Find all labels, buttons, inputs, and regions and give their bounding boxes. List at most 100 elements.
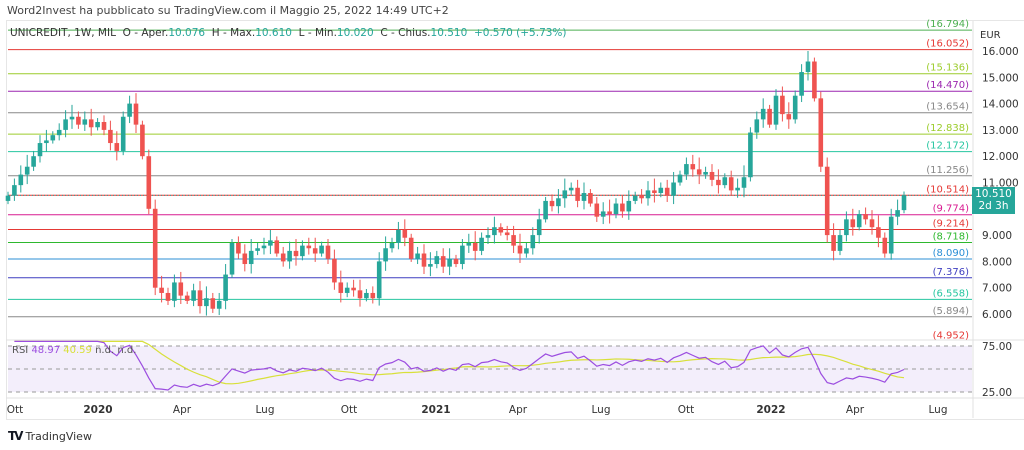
candle	[56, 123, 62, 141]
candle	[133, 93, 139, 134]
candle	[248, 239, 254, 274]
rsi-tick-label: 75.00	[982, 341, 1012, 353]
candle	[492, 216, 497, 244]
candle	[31, 150, 36, 171]
candle	[44, 129, 49, 152]
time-tick-label: 2022	[756, 404, 785, 416]
candle	[504, 225, 510, 241]
candle	[82, 111, 88, 131]
candle-body	[402, 229, 408, 238]
candle-body	[524, 248, 529, 254]
candle	[754, 111, 760, 139]
candle	[396, 221, 401, 250]
candle-body	[895, 210, 900, 217]
candle-body	[88, 119, 94, 128]
candle	[223, 264, 228, 310]
candle	[837, 229, 843, 256]
level-label: (9.774)	[933, 204, 970, 215]
candle-body	[415, 253, 420, 259]
candle-body	[690, 164, 696, 170]
candle	[453, 254, 459, 268]
candle	[786, 102, 792, 129]
candle	[191, 283, 196, 307]
candle	[748, 127, 753, 182]
candle	[63, 110, 68, 138]
candle	[844, 211, 849, 242]
rsi-value: 48.97	[31, 345, 61, 356]
candle	[876, 215, 881, 248]
candle-body	[165, 292, 171, 301]
candle	[594, 196, 600, 222]
candle	[684, 157, 689, 180]
candle-body	[684, 164, 689, 175]
candle	[69, 104, 75, 129]
time-tick-label: Apr	[509, 404, 528, 416]
candle-body	[709, 171, 715, 180]
candle-body	[824, 166, 830, 236]
candle	[824, 157, 830, 243]
price-tick-label: 14.000	[982, 99, 1019, 111]
candle	[799, 64, 804, 103]
candle-body	[210, 298, 216, 309]
candle	[805, 51, 811, 81]
candle-body	[312, 248, 318, 254]
candle	[722, 173, 728, 189]
level-label: (8.718)	[933, 232, 970, 243]
candle-body	[748, 132, 753, 178]
candle	[613, 198, 619, 219]
time-tick-label: Ott	[341, 404, 358, 416]
level-label: (8.090)	[933, 248, 970, 259]
candle	[242, 244, 248, 272]
candle	[76, 111, 81, 129]
candle-body	[389, 242, 395, 249]
candle	[402, 219, 408, 247]
tradingview-brand[interactable]: TV TradingView	[8, 429, 92, 443]
candle-body	[370, 292, 376, 299]
level-label: (16.052)	[926, 39, 969, 50]
candle-body	[652, 190, 657, 194]
candle	[517, 233, 523, 263]
candle	[479, 232, 484, 256]
candle-body	[44, 140, 49, 144]
rsi-label: RSI	[12, 345, 29, 356]
candle-body	[351, 287, 356, 291]
candle-body	[671, 182, 676, 196]
candle	[351, 279, 356, 297]
candle-body	[869, 219, 875, 228]
candle	[434, 250, 440, 269]
open-label: O - Aper.	[122, 27, 169, 39]
candle-body	[133, 103, 139, 125]
candle-body	[178, 282, 184, 296]
level-label: (12.838)	[926, 123, 969, 134]
candle-body	[607, 211, 612, 215]
candle-body	[645, 190, 651, 199]
bar-countdown: 2d 3h	[978, 200, 1009, 212]
candle-body	[357, 290, 363, 299]
candle-body	[760, 108, 766, 120]
rsi-nd-1: n.d.	[95, 345, 115, 356]
candle	[24, 154, 30, 185]
candle-body	[805, 61, 811, 73]
candle	[159, 275, 164, 303]
candle-body	[856, 214, 862, 228]
time-tick-label: Apr	[846, 404, 865, 416]
candle	[184, 291, 190, 305]
candle	[549, 194, 555, 212]
candle	[562, 178, 568, 208]
candle	[773, 89, 779, 130]
candle	[888, 208, 894, 260]
candle-body	[735, 187, 740, 191]
open-value: 10.076	[168, 27, 206, 39]
candle-body	[632, 195, 638, 201]
candle	[440, 248, 446, 273]
low-label: L - Min.	[298, 27, 337, 39]
candle-body	[280, 253, 286, 262]
candle	[530, 227, 536, 255]
candle	[229, 239, 235, 278]
candle	[210, 292, 216, 313]
candle-body	[812, 61, 817, 99]
candle-body	[120, 116, 126, 151]
candle-body	[37, 143, 43, 157]
candle-body	[216, 300, 222, 309]
